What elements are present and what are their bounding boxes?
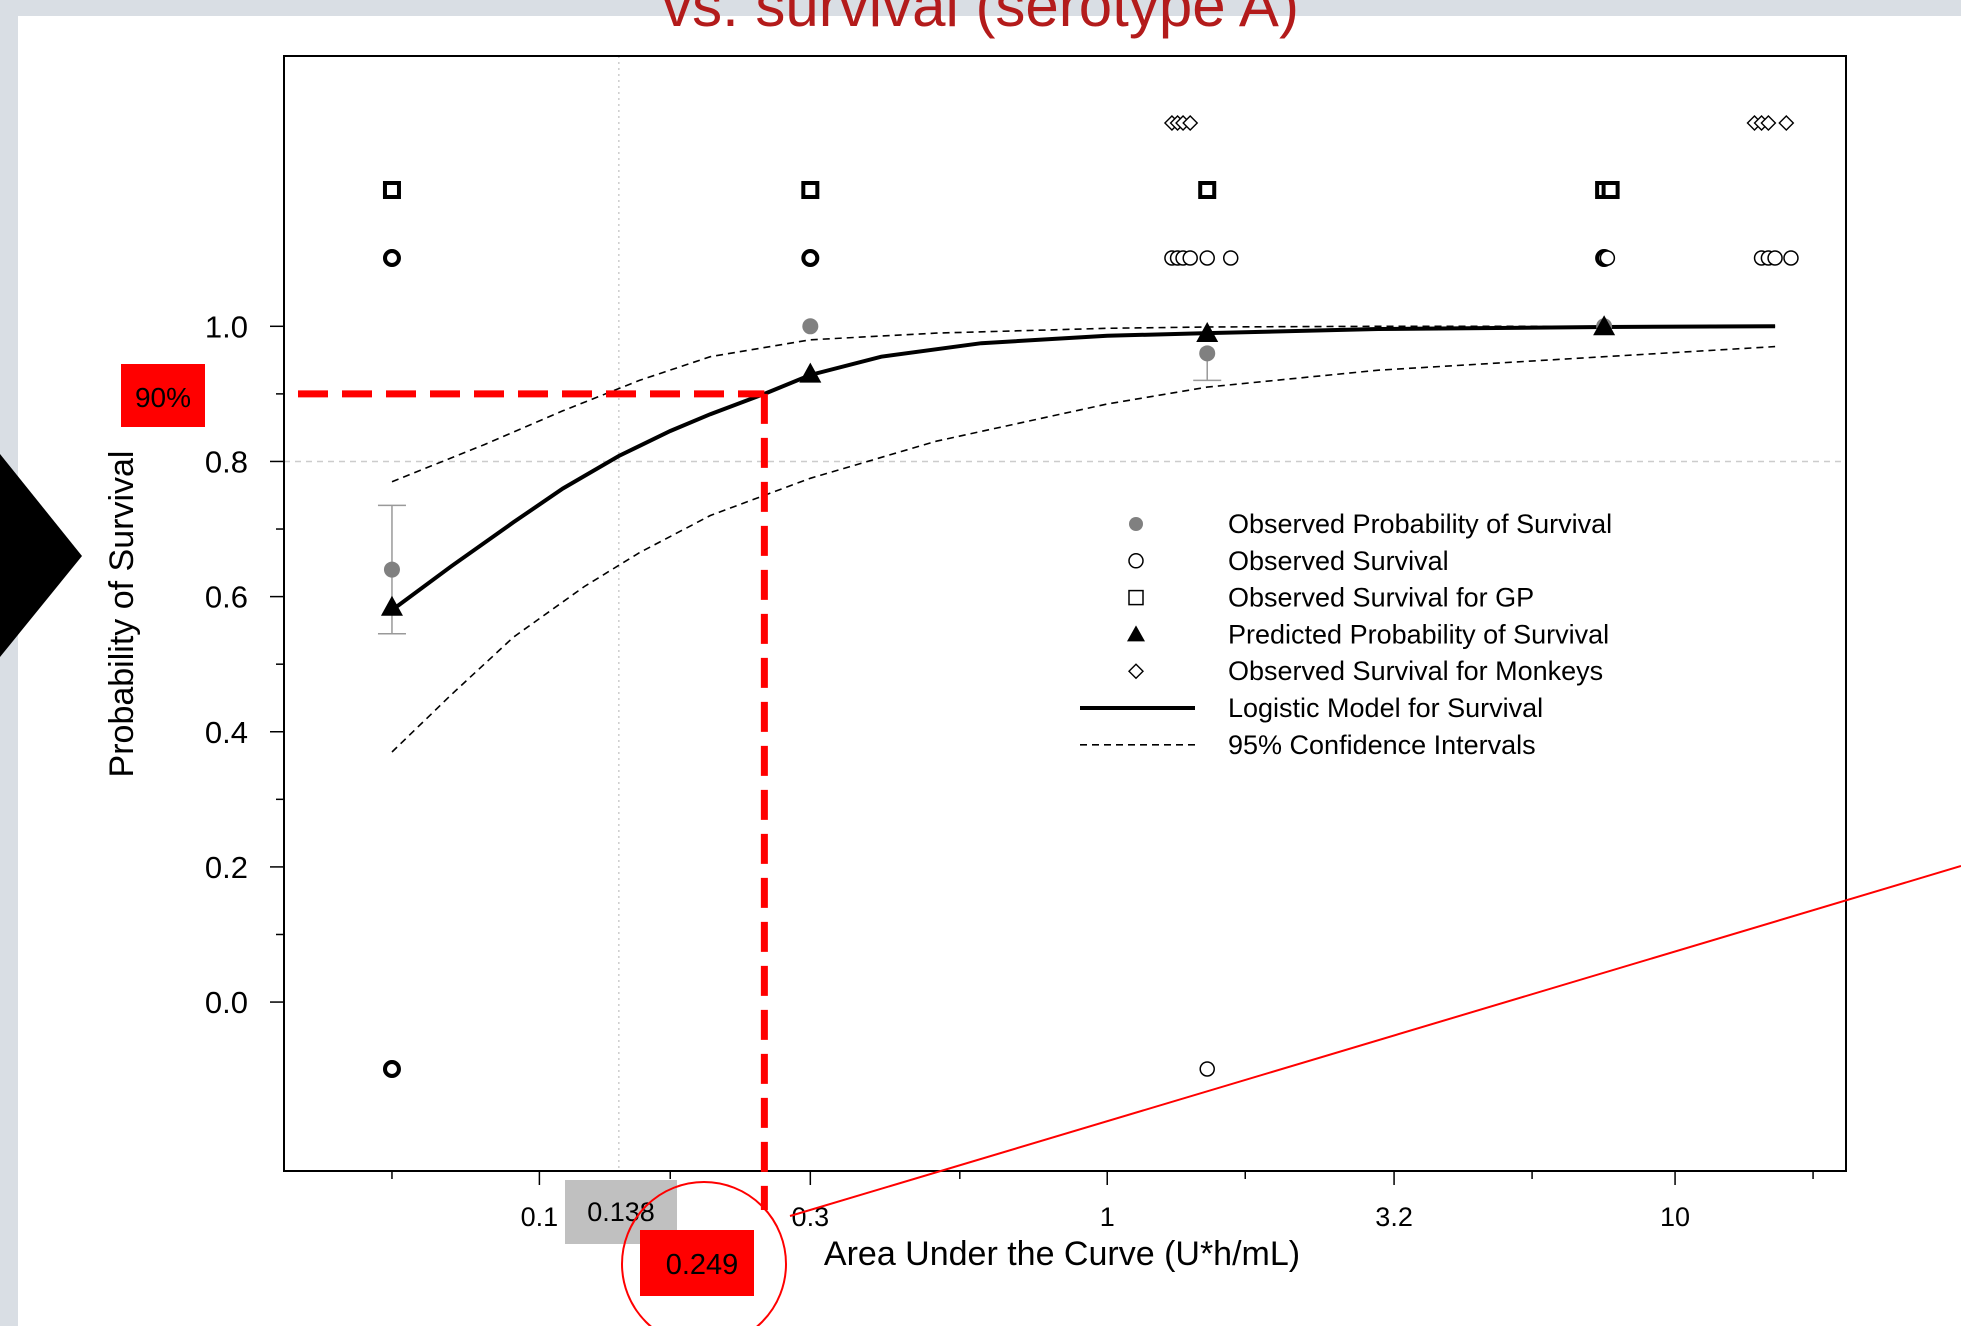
- left-black-tab: [0, 454, 82, 657]
- observed-survival-point-stack: [382, 249, 401, 267]
- predicted-probability-point: [1593, 315, 1616, 336]
- x-axis-title: Area Under the Curve (U*h/mL): [824, 1235, 1300, 1273]
- observed-survival-point: [1222, 250, 1239, 266]
- observed-survival-gp-stack: [801, 181, 820, 199]
- observed-survival-point: [1767, 250, 1783, 266]
- observed-survival-point: [1599, 250, 1616, 266]
- observed-survival-point-stack: [801, 249, 820, 267]
- legend-marker-filled-triangle: [1127, 625, 1145, 642]
- y-tick-label: 1.0: [205, 309, 248, 344]
- x-tick-label: 1: [1100, 1202, 1115, 1232]
- legend-label: Logistic Model for Survival: [1228, 693, 1543, 723]
- legend-label: Observed Survival for GP: [1228, 583, 1534, 613]
- auc-at-target-box: [640, 1230, 754, 1296]
- observed-survival-point: [1199, 250, 1215, 266]
- legend-label: Predicted Probability of Survival: [1228, 619, 1609, 649]
- observed-survival-monkeys-point: [1778, 115, 1795, 131]
- predicted-probability-point: [1196, 322, 1219, 343]
- callout-line: [789, 865, 1961, 1217]
- observed-probability-point: [1199, 345, 1216, 362]
- observed-probability-point: [383, 561, 400, 578]
- observed-survival-gp-point: [384, 182, 400, 198]
- content-panel: [18, 16, 1961, 1326]
- target-probability-label: 90%: [135, 382, 191, 413]
- legend-label: 95% Confidence Intervals: [1228, 730, 1536, 760]
- legend-label: Observed Probability of Survival: [1228, 509, 1612, 539]
- slide-title: vs. survival (serotype A): [662, 0, 1299, 39]
- observed-survival-monkeys-point: [1760, 115, 1777, 131]
- observed-survival-gp-stack: [382, 181, 401, 199]
- observed-survival-monkeys-point: [1182, 115, 1199, 131]
- y-tick-label: 0.6: [205, 580, 248, 615]
- x-tick-label: 10: [1660, 1202, 1690, 1232]
- predicted-probability-point: [380, 595, 403, 616]
- observed-survival-gp-stack: [1198, 181, 1217, 199]
- y-tick-label: 0.4: [205, 715, 248, 750]
- auc-at-target-label: 0.249: [666, 1249, 739, 1281]
- legend-marker-filled-circle: [1129, 517, 1143, 531]
- observed-survival-gp-point: [1602, 182, 1619, 198]
- logistic-model-line: [390, 324, 1776, 612]
- legend-label: Observed Survival for Monkeys: [1228, 656, 1603, 686]
- legend-label: Observed Survival: [1228, 546, 1449, 576]
- legend-marker-open-circle: [1128, 553, 1144, 569]
- ci-upper-line: [391, 325, 1776, 483]
- x-tick-label: 0.1: [521, 1202, 559, 1232]
- target-probability-box: [121, 364, 205, 427]
- y-tick-label: 0.0: [205, 985, 248, 1020]
- predicted-probability-point: [799, 362, 822, 383]
- observed-survival-gp-point: [1199, 182, 1216, 198]
- observed-probability-point: [802, 318, 819, 335]
- x-tick-label: 3.2: [1375, 1202, 1413, 1232]
- observed-survival-point-stack: [382, 1060, 401, 1078]
- observed-survival-point: [1199, 1061, 1215, 1077]
- legend-marker-open-square: [1128, 589, 1144, 606]
- observed-survival-gp-stack: [1601, 181, 1620, 199]
- callout-circle: [621, 1181, 787, 1326]
- y-tick-label: 0.2: [205, 850, 248, 885]
- observed-survival-gp-point: [802, 182, 819, 198]
- ci-lower-line: [391, 345, 1776, 753]
- observed-survival-point: [1182, 250, 1198, 266]
- y-axis-title: Probability of Survival: [103, 451, 141, 778]
- observed-survival-point: [1783, 250, 1799, 266]
- plot-frame: [283, 55, 1847, 1172]
- legend-marker-open-diamond: [1128, 663, 1144, 680]
- grid-x-value-label: 0.138: [587, 1197, 655, 1227]
- y-tick-label: 0.8: [205, 444, 248, 479]
